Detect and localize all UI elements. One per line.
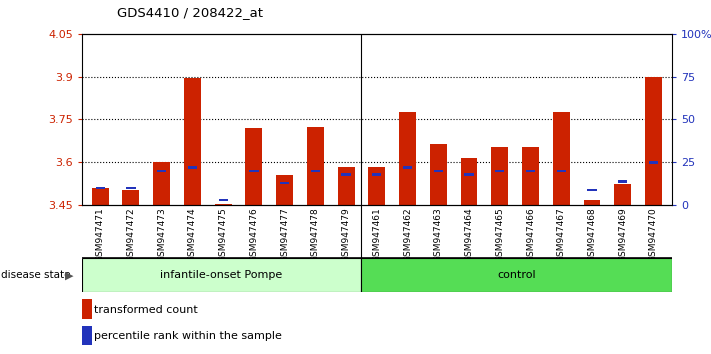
Text: GSM947477: GSM947477 bbox=[280, 207, 289, 262]
Bar bbox=[372, 173, 382, 176]
Text: GSM947479: GSM947479 bbox=[341, 207, 351, 262]
Bar bbox=[122, 190, 139, 205]
Bar bbox=[361, 258, 672, 292]
Bar bbox=[341, 173, 351, 176]
Bar bbox=[280, 182, 289, 184]
Bar bbox=[645, 76, 662, 205]
Bar bbox=[618, 180, 627, 183]
Bar bbox=[82, 258, 361, 292]
Bar bbox=[157, 170, 166, 172]
Text: GSM947468: GSM947468 bbox=[587, 207, 597, 262]
Text: GSM947475: GSM947475 bbox=[219, 207, 228, 262]
Text: transformed count: transformed count bbox=[94, 305, 198, 315]
Bar bbox=[368, 167, 385, 205]
Bar bbox=[584, 200, 600, 205]
Text: GSM947471: GSM947471 bbox=[96, 207, 105, 262]
Bar bbox=[434, 170, 443, 172]
Text: GSM947473: GSM947473 bbox=[157, 207, 166, 262]
Bar bbox=[276, 175, 293, 205]
Text: ▶: ▶ bbox=[65, 270, 73, 280]
Bar bbox=[95, 187, 105, 189]
Text: GSM947467: GSM947467 bbox=[557, 207, 566, 262]
Bar bbox=[188, 166, 197, 169]
Bar bbox=[245, 128, 262, 205]
Bar bbox=[464, 173, 474, 176]
Bar bbox=[649, 161, 658, 164]
Text: GSM947462: GSM947462 bbox=[403, 207, 412, 262]
Bar bbox=[495, 170, 504, 172]
Bar bbox=[557, 170, 566, 172]
Bar bbox=[82, 326, 92, 345]
Text: GSM947464: GSM947464 bbox=[464, 207, 474, 262]
Bar bbox=[403, 166, 412, 169]
Bar bbox=[92, 188, 109, 205]
Text: GSM947465: GSM947465 bbox=[496, 207, 504, 262]
Text: GSM947461: GSM947461 bbox=[373, 207, 381, 262]
Text: GDS4410 / 208422_at: GDS4410 / 208422_at bbox=[117, 6, 263, 19]
Text: GSM947476: GSM947476 bbox=[250, 207, 258, 262]
Bar bbox=[184, 78, 201, 205]
Bar bbox=[430, 144, 447, 205]
Bar bbox=[82, 299, 92, 319]
Text: GSM947463: GSM947463 bbox=[434, 207, 443, 262]
Bar bbox=[215, 204, 232, 205]
Text: control: control bbox=[497, 270, 536, 280]
Bar bbox=[127, 187, 136, 189]
Bar bbox=[218, 199, 228, 201]
Bar bbox=[491, 147, 508, 205]
Bar bbox=[522, 147, 539, 205]
Bar bbox=[461, 158, 478, 205]
Text: percentile rank within the sample: percentile rank within the sample bbox=[94, 331, 282, 341]
Text: GSM947478: GSM947478 bbox=[311, 207, 320, 262]
Bar bbox=[250, 170, 259, 172]
Text: disease state: disease state bbox=[1, 270, 71, 280]
Text: GSM947466: GSM947466 bbox=[526, 207, 535, 262]
Text: GSM947470: GSM947470 bbox=[649, 207, 658, 262]
Text: GSM947474: GSM947474 bbox=[188, 207, 197, 262]
Bar bbox=[552, 112, 570, 205]
Bar bbox=[307, 127, 324, 205]
Text: infantile-onset Pompe: infantile-onset Pompe bbox=[161, 270, 283, 280]
Bar bbox=[526, 170, 535, 172]
Bar bbox=[154, 162, 170, 205]
Bar bbox=[399, 112, 416, 205]
Bar bbox=[587, 189, 597, 191]
Bar bbox=[311, 170, 320, 172]
Bar bbox=[338, 167, 355, 205]
Text: GSM947469: GSM947469 bbox=[619, 207, 627, 262]
Bar bbox=[614, 184, 631, 205]
Text: GSM947472: GSM947472 bbox=[127, 207, 135, 262]
